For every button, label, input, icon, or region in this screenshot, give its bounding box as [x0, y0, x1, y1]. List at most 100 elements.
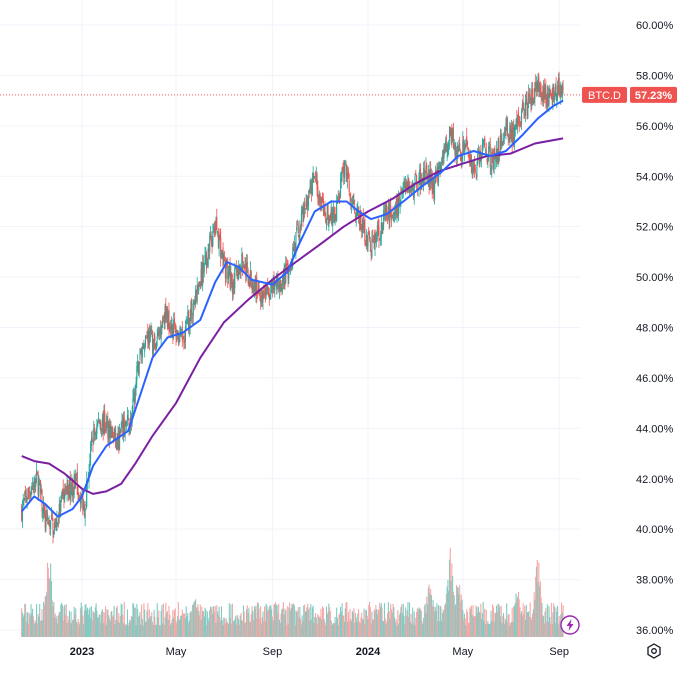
candle-body	[522, 102, 524, 108]
volume-bar	[546, 621, 548, 637]
volume-bar	[484, 608, 486, 637]
candle-body	[117, 434, 119, 449]
candle-body	[50, 515, 52, 520]
candle-body	[191, 317, 194, 318]
volume-bar	[148, 609, 150, 637]
volume-bar	[503, 623, 505, 637]
volume-bar	[342, 615, 344, 637]
candle-body	[183, 339, 185, 344]
volume-bar	[93, 612, 95, 637]
volume-bar	[405, 607, 407, 637]
volume-bar	[468, 622, 470, 637]
volume-bar	[412, 607, 414, 637]
candle-body	[454, 145, 456, 157]
x-tick-label: Sep	[549, 646, 569, 658]
candle-body	[540, 91, 542, 97]
volume-bar	[206, 625, 208, 637]
candle-body	[505, 123, 507, 136]
candle-body	[119, 429, 121, 434]
candle-body	[28, 492, 31, 494]
volume-bar	[253, 606, 255, 637]
volume-bar	[296, 611, 299, 637]
candle-body	[418, 177, 420, 190]
volume-bar	[438, 621, 440, 637]
candle-body	[447, 148, 449, 151]
y-tick-label: 60.00%	[636, 20, 674, 32]
volume-bar	[137, 616, 139, 637]
candle-body	[392, 214, 394, 216]
candle-body	[61, 495, 63, 498]
candle-body	[155, 343, 157, 351]
volume-bar	[512, 621, 514, 637]
candle-body	[475, 173, 477, 175]
candle-body	[526, 98, 528, 116]
volume-bar	[184, 617, 186, 637]
volume-bar	[72, 619, 74, 637]
volume-bar	[75, 621, 78, 637]
candle-body	[509, 125, 511, 143]
volume-bar	[493, 621, 495, 637]
candle-body	[54, 522, 56, 531]
volume-bar	[217, 615, 219, 637]
lightning-icon[interactable]	[560, 615, 580, 635]
candle-body	[30, 491, 32, 497]
candle-body	[204, 254, 206, 264]
volume-bar	[70, 611, 72, 637]
candle-body	[541, 93, 543, 95]
volume-bar	[141, 604, 143, 637]
volume-bar	[181, 609, 183, 637]
volume-bar	[448, 559, 451, 637]
volume-bar	[256, 602, 259, 637]
volume-bar	[548, 606, 550, 637]
volume-bar	[390, 609, 393, 637]
volume-bar	[72, 619, 74, 637]
candle-body	[293, 242, 295, 252]
volume-bar	[454, 606, 456, 637]
volume-bar	[117, 621, 119, 637]
candle-body	[236, 266, 238, 272]
candle-body	[315, 173, 317, 178]
candle-body	[175, 326, 177, 338]
volume-bar	[234, 619, 236, 637]
candle-body	[367, 231, 369, 247]
candle-body	[306, 197, 308, 204]
volume-bar	[389, 618, 391, 637]
candle-body	[186, 319, 188, 321]
volume-bar	[398, 615, 400, 637]
volume-bar	[214, 606, 216, 637]
volume-bar	[302, 620, 304, 637]
candle-body	[126, 414, 128, 421]
candle-body	[498, 140, 500, 160]
candle-body	[256, 277, 258, 296]
volume-bar	[238, 619, 240, 637]
candle-body	[495, 159, 497, 162]
volume-bar	[359, 622, 361, 637]
candle-body	[470, 155, 472, 174]
volume-bar	[535, 566, 538, 637]
volume-bar	[507, 614, 509, 637]
candle-body	[535, 82, 538, 90]
volume-bar	[193, 602, 195, 637]
volume-bar	[36, 623, 38, 637]
candle-body	[195, 292, 197, 299]
candle-body	[116, 439, 118, 451]
volume-bar	[350, 618, 352, 637]
volume-bar	[213, 611, 215, 637]
volume-bar	[480, 603, 482, 637]
gear-icon[interactable]	[647, 643, 661, 659]
volume-bar	[441, 620, 443, 637]
volume-bar	[104, 606, 107, 637]
volume-bar	[213, 606, 215, 637]
candle-body	[97, 421, 99, 427]
candle-body	[254, 279, 256, 292]
candle-body	[305, 200, 307, 207]
volume-bar	[300, 624, 302, 637]
volume-bar	[278, 619, 281, 637]
volume-bar	[419, 608, 422, 637]
candle-body	[426, 165, 428, 180]
volume-bar	[101, 611, 103, 637]
candle-body	[534, 82, 536, 100]
volume-bar	[88, 609, 90, 637]
